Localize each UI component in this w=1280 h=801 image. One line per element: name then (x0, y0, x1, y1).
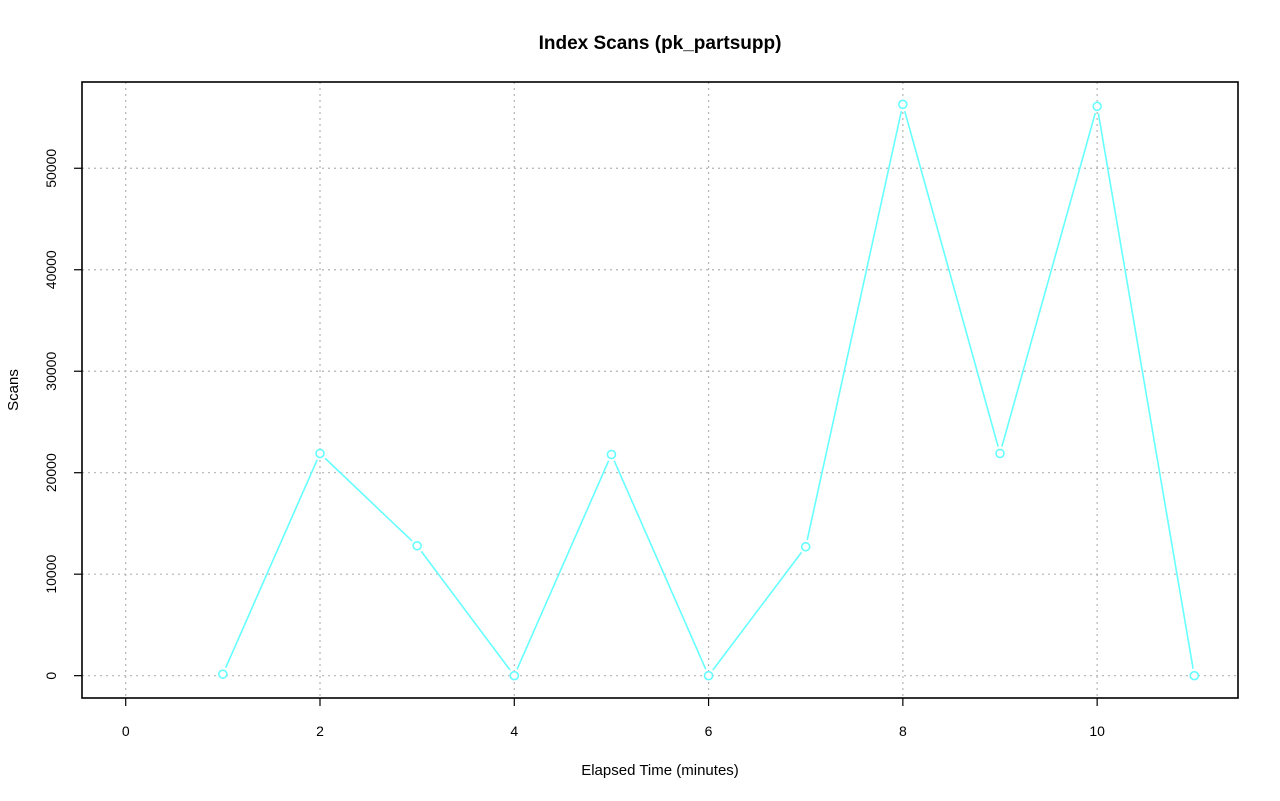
data-point (606, 449, 617, 460)
plot-frame (81, 81, 1239, 699)
x-tick-label: 8 (899, 723, 907, 739)
series-line-segment (903, 110, 999, 447)
x-tick-label: 2 (316, 723, 324, 739)
data-point (1092, 101, 1102, 112)
series-line-segment (420, 550, 511, 671)
data-point (412, 540, 422, 551)
x-axis-label: Elapsed Time (minutes) (581, 762, 739, 779)
series-line-segment (324, 457, 413, 542)
y-tick-label: 0 (43, 672, 59, 680)
x-tick-label: 4 (510, 723, 518, 739)
data-point (218, 669, 228, 679)
data-point (995, 448, 1005, 459)
y-tick-label: 10000 (43, 555, 59, 594)
y-axis: 0 10000 20000 30000 40000 50000 (43, 149, 82, 680)
data-point (800, 541, 811, 552)
y-axis-label: Scans (5, 369, 22, 411)
x-tick-label: 10 (1089, 723, 1105, 739)
data-point (1189, 670, 1200, 681)
series-line-segment (712, 551, 803, 671)
x-tick-label: 6 (705, 723, 713, 739)
y-tick-label: 40000 (43, 250, 59, 289)
y-tick-label: 50000 (43, 149, 59, 188)
series-line-segment (516, 460, 610, 670)
data-point (898, 99, 908, 110)
series-line-segment (613, 460, 707, 670)
data-point (315, 448, 325, 459)
data-point (703, 670, 714, 681)
y-tick-label: 20000 (43, 453, 59, 492)
x-tick-label: 0 (122, 723, 130, 739)
data-point (509, 670, 520, 681)
y-tick-label: 30000 (43, 352, 59, 391)
x-axis: 0 2 4 6 8 10 (122, 698, 1105, 739)
series-line-segment (1001, 112, 1097, 447)
chart-title: Index Scans (pk_partsupp) (539, 33, 782, 54)
series-line-segment (806, 110, 903, 541)
series-line-segment (224, 459, 318, 669)
series-line-segment (1097, 113, 1194, 669)
grid (82, 82, 1238, 698)
series-layer (218, 99, 1200, 681)
